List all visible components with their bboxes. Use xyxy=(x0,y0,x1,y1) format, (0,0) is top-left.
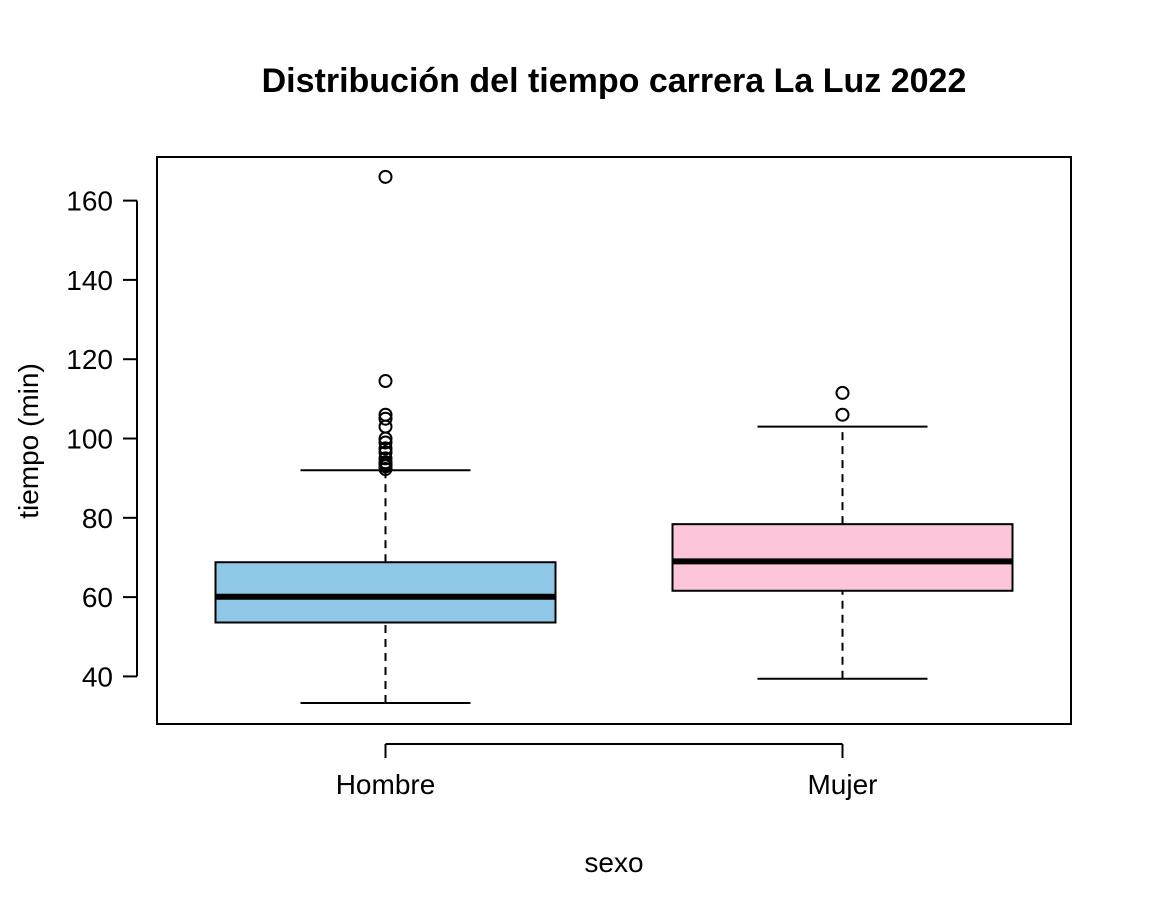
x-tick-label: Hombre xyxy=(336,769,436,800)
box-hombre xyxy=(214,169,557,704)
outlier-point xyxy=(835,407,850,422)
outlier-point xyxy=(378,445,393,460)
y-tick-label: 80 xyxy=(82,503,113,534)
x-tick-label: Mujer xyxy=(807,769,877,800)
y-tick-label: 40 xyxy=(82,661,113,692)
y-axis-label: tiempo (min) xyxy=(13,363,44,519)
outlier-point xyxy=(378,411,393,426)
x-axis: Hombre Mujer xyxy=(336,743,878,800)
outlier-point xyxy=(378,435,393,450)
x-axis-label: sexo xyxy=(584,847,643,878)
iqr-box xyxy=(214,561,557,624)
outlier-point xyxy=(378,407,393,422)
y-axis: 40 60 80 100 120 140 160 xyxy=(66,186,138,692)
y-tick-label: 100 xyxy=(66,424,113,455)
iqr-box xyxy=(671,523,1014,592)
outlier-point xyxy=(378,441,393,456)
outlier-point xyxy=(835,385,850,400)
y-tick-label: 120 xyxy=(66,344,113,375)
outlier-point xyxy=(378,455,393,470)
chart-title: Distribución del tiempo carrera La Luz 2… xyxy=(262,62,967,100)
y-tick-label: 160 xyxy=(66,186,113,217)
y-tick-label: 60 xyxy=(82,582,113,613)
plot-frame xyxy=(156,156,1072,725)
outlier-point xyxy=(378,451,393,466)
box-group xyxy=(214,169,1014,704)
y-tick-label: 140 xyxy=(66,265,113,296)
outlier-point xyxy=(378,374,393,389)
box-mujer xyxy=(671,385,1014,680)
outlier-point xyxy=(378,169,393,184)
